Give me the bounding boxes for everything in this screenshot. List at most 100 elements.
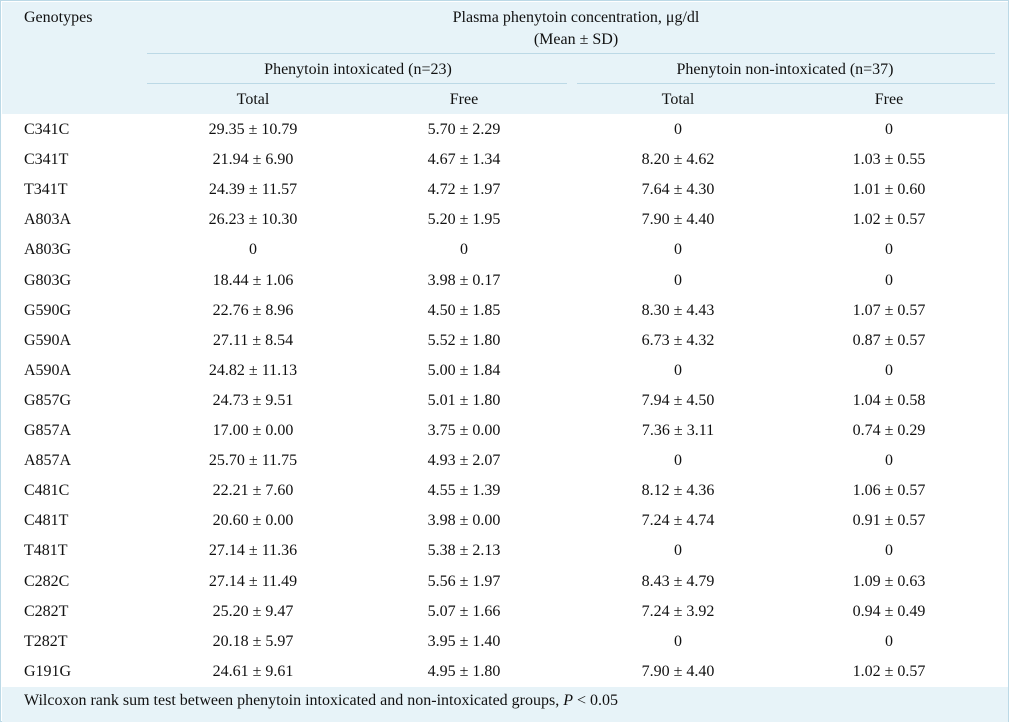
table-title-line1: Plasma phenytoin concentration, μg/dl [452, 9, 700, 26]
value-cell: 1.01 ± 0.60 [852, 181, 926, 198]
value-cell: 0.94 ± 0.49 [852, 603, 926, 620]
value-cell: 4.95 ± 1.80 [427, 663, 501, 680]
value-cell: 25.70 ± 11.75 [208, 452, 298, 469]
value-cell: 7.90 ± 4.40 [641, 211, 715, 228]
value-cell: 1.04 ± 0.58 [852, 392, 926, 409]
value-cell: 21.94 ± 6.90 [212, 151, 294, 168]
value-cell: 4.72 ± 1.97 [427, 181, 501, 198]
value-cell: 0.87 ± 0.57 [852, 332, 926, 349]
value-cell: 3.75 ± 0.00 [427, 422, 501, 439]
footnote-p-symbol: P [563, 692, 574, 709]
genotype-cell: C341C [24, 121, 70, 138]
value-cell: 3.98 ± 0.00 [427, 512, 501, 529]
value-cell: 26.23 ± 10.30 [208, 211, 298, 228]
genotype-cell: C341T [24, 151, 69, 168]
value-cell: 5.00 ± 1.84 [427, 362, 501, 379]
value-cell: 0 [674, 272, 682, 289]
value-cell: 24.73 ± 9.51 [212, 392, 294, 409]
value-cell: 0 [885, 121, 893, 138]
value-cell: 8.30 ± 4.43 [641, 302, 715, 319]
value-cell: 1.02 ± 0.57 [852, 211, 926, 228]
value-cell: 0 [674, 241, 682, 258]
value-cell: 0 [885, 542, 893, 559]
value-cell: 5.56 ± 1.97 [427, 573, 501, 590]
value-cell: 4.93 ± 2.07 [427, 452, 501, 469]
value-cell: 20.18 ± 5.97 [212, 633, 294, 650]
value-cell: 5.38 ± 2.13 [427, 542, 501, 559]
value-cell: 0 [674, 362, 682, 379]
value-cell: 7.36 ± 3.11 [641, 422, 715, 439]
footnote-text: Wilcoxon rank sum test between phenytoin… [24, 692, 564, 709]
genotype-cell: C481T [24, 512, 69, 529]
genotype-cell: A803A [24, 211, 72, 228]
value-cell: 5.01 ± 1.80 [427, 392, 501, 409]
value-cell: 0.91 ± 0.57 [852, 512, 926, 529]
genotypes-header: Genotypes [24, 9, 93, 26]
value-cell: 20.60 ± 0.00 [212, 512, 294, 529]
genotype-cell: G590A [24, 332, 72, 349]
value-cell: 25.20 ± 9.47 [212, 603, 294, 620]
genotype-cell: G191G [24, 663, 72, 680]
value-cell: 1.02 ± 0.57 [852, 663, 926, 680]
value-cell: 0 [249, 241, 257, 258]
col-header-free: Free [449, 91, 479, 108]
footnote-threshold: < 0.05 [573, 692, 619, 709]
value-cell: 1.03 ± 0.55 [852, 151, 926, 168]
value-cell: 6.73 ± 4.32 [641, 332, 715, 349]
genotype-cell: C282T [24, 603, 69, 620]
value-cell: 27.14 ± 11.49 [208, 573, 298, 590]
value-cell: 7.24 ± 4.74 [641, 512, 715, 529]
value-cell: 18.44 ± 1.06 [212, 272, 294, 289]
genotype-cell: G590G [24, 302, 72, 319]
value-cell: 1.07 ± 0.57 [852, 302, 926, 319]
value-cell: 27.11 ± 8.54 [212, 332, 294, 349]
group-non-intoxicated-header: Phenytoin non-intoxicated (n=37) [676, 61, 894, 78]
value-cell: 3.98 ± 0.17 [427, 272, 501, 289]
col-header-free: Free [874, 91, 904, 108]
value-cell: 8.12 ± 4.36 [641, 482, 715, 499]
col-header-total: Total [661, 91, 695, 108]
value-cell: 4.50 ± 1.85 [427, 302, 501, 319]
value-cell: 3.95 ± 1.40 [427, 633, 501, 650]
value-cell: 17.00 ± 0.00 [212, 422, 294, 439]
value-cell: 1.09 ± 0.63 [852, 573, 926, 590]
genotype-cell: T481T [24, 542, 68, 559]
value-cell: 4.67 ± 1.34 [427, 151, 501, 168]
group-intoxicated-header: Phenytoin intoxicated (n=23) [264, 61, 452, 78]
genotype-cell: C282C [24, 573, 70, 590]
value-cell: 4.55 ± 1.39 [427, 482, 501, 499]
genotype-cell: C481C [24, 482, 70, 499]
value-cell: 0 [674, 121, 682, 138]
genotype-cell: A590A [24, 362, 72, 379]
genotype-cell: G857A [24, 422, 72, 439]
value-cell: 0 [674, 542, 682, 559]
group-divider-left [147, 83, 567, 84]
value-cell: 24.39 ± 11.57 [208, 181, 298, 198]
value-cell: 27.14 ± 11.36 [208, 542, 298, 559]
value-cell: 0 [885, 452, 893, 469]
value-cell: 29.35 ± 10.79 [208, 121, 298, 138]
value-cell: 22.76 ± 8.96 [212, 302, 294, 319]
genotype-cell: G803G [24, 272, 72, 289]
value-cell: 0 [674, 633, 682, 650]
genotype-cell: T341T [24, 181, 68, 198]
value-cell: 7.64 ± 4.30 [641, 181, 715, 198]
value-cell: 7.24 ± 3.92 [641, 603, 715, 620]
genotype-cell: A803G [24, 241, 72, 258]
value-cell: 7.90 ± 4.40 [641, 663, 715, 680]
value-cell: 1.06 ± 0.57 [852, 482, 926, 499]
genotype-cell: G857G [24, 392, 72, 409]
table-header-band [2, 2, 1008, 114]
value-cell: 0 [885, 272, 893, 289]
value-cell: 24.61 ± 9.61 [212, 663, 294, 680]
value-cell: 5.52 ± 1.80 [427, 332, 501, 349]
value-cell: 0 [885, 362, 893, 379]
value-cell: 24.82 ± 11.13 [208, 362, 298, 379]
genotype-cell: T282T [24, 633, 68, 650]
value-cell: 8.43 ± 4.79 [641, 573, 715, 590]
table-footnote-band [2, 687, 1008, 722]
value-cell: 0.74 ± 0.29 [852, 422, 926, 439]
value-cell: 5.20 ± 1.95 [427, 211, 501, 228]
value-cell: 7.94 ± 4.50 [641, 392, 715, 409]
